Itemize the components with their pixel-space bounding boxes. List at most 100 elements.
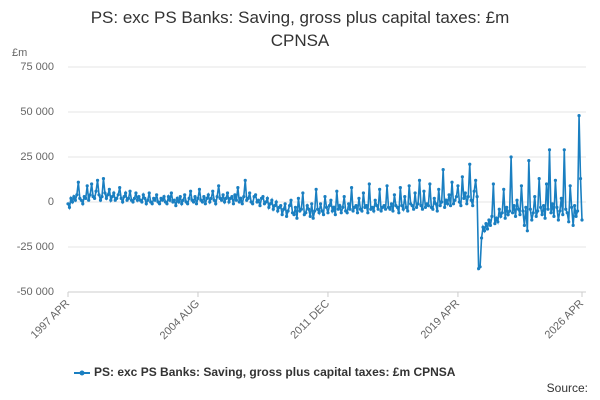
y-unit: £m bbox=[12, 47, 27, 59]
data-point bbox=[443, 205, 447, 209]
data-point bbox=[567, 220, 571, 224]
data-point bbox=[385, 184, 389, 188]
data-point bbox=[466, 195, 470, 199]
data-point bbox=[398, 186, 402, 190]
data-point bbox=[296, 196, 301, 200]
data-point bbox=[240, 202, 244, 206]
data-point bbox=[234, 198, 238, 202]
data-point bbox=[220, 198, 224, 202]
data-point bbox=[355, 211, 360, 215]
data-point bbox=[320, 209, 324, 213]
data-point bbox=[109, 198, 113, 202]
data-point bbox=[313, 209, 317, 213]
data-point bbox=[146, 198, 150, 202]
data-point bbox=[521, 209, 525, 213]
data-point bbox=[209, 196, 213, 200]
data-point bbox=[310, 202, 314, 206]
data-point bbox=[474, 178, 478, 182]
data-point bbox=[465, 202, 469, 206]
data-point bbox=[200, 200, 205, 204]
data-point bbox=[85, 184, 89, 188]
data-point bbox=[397, 211, 401, 215]
data-point bbox=[547, 148, 552, 152]
data-point bbox=[401, 207, 405, 211]
data-point bbox=[559, 196, 563, 200]
data-point bbox=[423, 205, 428, 209]
data-point bbox=[534, 214, 538, 218]
data-point bbox=[441, 168, 445, 172]
data-point bbox=[183, 193, 187, 197]
data-point bbox=[414, 205, 419, 209]
data-point bbox=[488, 223, 493, 227]
data-point bbox=[162, 195, 166, 199]
x-tick-label: 2004 AUG bbox=[158, 298, 202, 342]
data-point bbox=[90, 182, 94, 186]
data-point bbox=[318, 202, 323, 206]
y-tick-label: 0 bbox=[48, 196, 54, 208]
data-point bbox=[482, 229, 487, 233]
data-point bbox=[178, 195, 182, 199]
data-point bbox=[150, 202, 154, 206]
data-point bbox=[497, 207, 501, 211]
legend-label: PS: exc PS Banks: Saving, gross plus cap… bbox=[94, 365, 456, 379]
data-point bbox=[395, 205, 399, 209]
data-point bbox=[239, 196, 243, 200]
data-point bbox=[570, 205, 574, 209]
data-point bbox=[400, 204, 404, 208]
data-point bbox=[174, 204, 178, 208]
data-point bbox=[487, 218, 491, 222]
data-point bbox=[118, 186, 122, 190]
data-point bbox=[407, 184, 411, 188]
data-point bbox=[100, 195, 104, 199]
data-point bbox=[333, 213, 337, 217]
data-point bbox=[321, 213, 326, 217]
data-point bbox=[531, 211, 535, 215]
data-point bbox=[95, 178, 100, 182]
data-point bbox=[230, 195, 234, 199]
data-point bbox=[485, 227, 490, 231]
data-point bbox=[351, 209, 355, 213]
data-point bbox=[426, 204, 430, 208]
data-point bbox=[537, 177, 541, 181]
data-point bbox=[549, 211, 553, 215]
data-point bbox=[264, 200, 268, 204]
data-point bbox=[112, 191, 116, 195]
data-point bbox=[459, 204, 463, 208]
data-point bbox=[106, 193, 110, 197]
data-point bbox=[211, 189, 215, 193]
data-point bbox=[116, 193, 120, 197]
data-point bbox=[345, 211, 349, 215]
data-point bbox=[578, 177, 583, 181]
data-point bbox=[98, 198, 103, 202]
data-point bbox=[69, 196, 73, 200]
data-point bbox=[515, 198, 519, 202]
data-point bbox=[539, 205, 543, 209]
data-point bbox=[330, 209, 334, 213]
data-point bbox=[316, 207, 320, 211]
data-point bbox=[107, 187, 111, 191]
data-point bbox=[378, 187, 382, 191]
data-point bbox=[126, 196, 131, 200]
data-point bbox=[453, 198, 457, 202]
data-point bbox=[503, 216, 507, 220]
data-point bbox=[305, 204, 309, 208]
data-point bbox=[420, 207, 425, 211]
data-point bbox=[237, 200, 241, 204]
data-point bbox=[87, 198, 91, 202]
data-point bbox=[224, 196, 228, 200]
data-point bbox=[565, 211, 569, 215]
data-point bbox=[217, 184, 221, 188]
data-point bbox=[410, 204, 414, 208]
data-point bbox=[307, 207, 311, 211]
data-point bbox=[438, 204, 442, 208]
data-point bbox=[373, 198, 377, 202]
data-point bbox=[419, 204, 423, 208]
data-point bbox=[311, 216, 315, 220]
legend-marker bbox=[79, 370, 85, 376]
data-point bbox=[76, 180, 80, 184]
data-point bbox=[479, 236, 484, 240]
data-point bbox=[132, 196, 137, 200]
data-point bbox=[231, 202, 236, 206]
data-point bbox=[286, 209, 290, 213]
data-point bbox=[215, 195, 219, 199]
